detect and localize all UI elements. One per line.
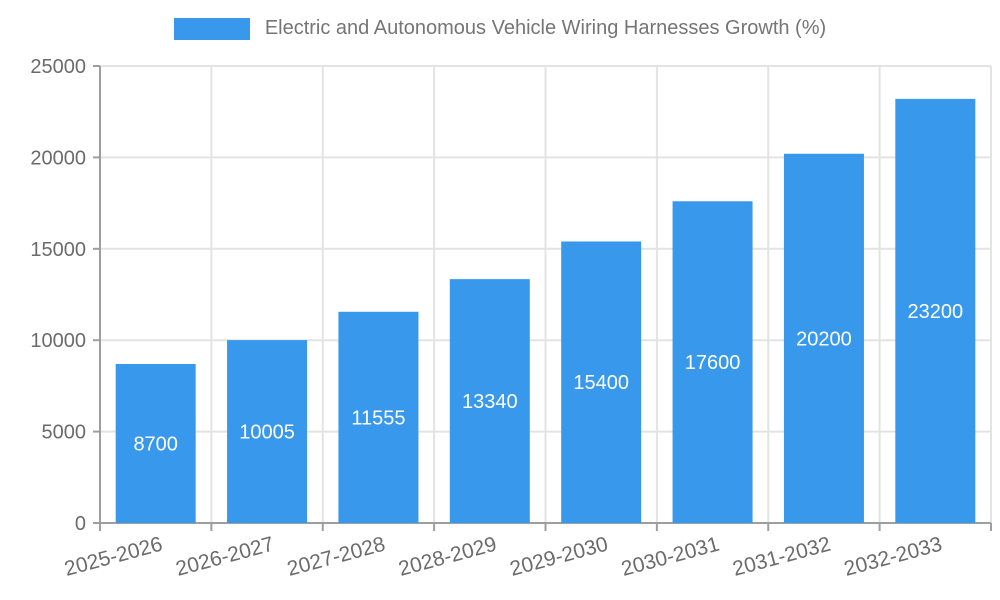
x-tick-label: 2029-2030 <box>508 533 611 581</box>
bar-value-label: 20200 <box>796 328 852 350</box>
x-tick-label: 2027-2028 <box>285 533 388 581</box>
legend-label: Electric and Autonomous Vehicle Wiring H… <box>264 17 827 39</box>
y-tick-label: 20000 <box>30 147 86 169</box>
y-tick-label: 5000 <box>42 422 87 444</box>
x-tick-label: 2031-2032 <box>730 533 833 581</box>
bar-value-label: 8700 <box>133 433 178 455</box>
x-tick-label: 2028-2029 <box>396 533 499 581</box>
y-tick-label: 10000 <box>30 330 86 352</box>
bar-2025-2026 <box>115 363 196 523</box>
bar-value-label: 13340 <box>462 391 518 413</box>
bar-2030-2031 <box>672 201 753 523</box>
bar-2027-2028 <box>338 311 419 523</box>
x-tick-label: 2025-2026 <box>62 533 165 581</box>
bar-2029-2030 <box>561 241 642 523</box>
bar-value-label: 17600 <box>685 352 741 374</box>
bar-value-label: 23200 <box>908 301 964 323</box>
y-tick-label: 25000 <box>30 56 86 78</box>
y-tick-label: 0 <box>75 513 86 535</box>
bar-value-label: 15400 <box>573 372 629 394</box>
bar-value-label: 11555 <box>351 407 405 429</box>
y-tick-label: 15000 <box>30 239 86 261</box>
x-tick-label: 2032-2033 <box>842 533 945 581</box>
bar-value-label: 10005 <box>239 422 295 444</box>
bar-2026-2027 <box>227 340 308 523</box>
bar-2031-2032 <box>783 153 864 523</box>
chart-legend: Electric and Autonomous Vehicle Wiring H… <box>0 17 1000 40</box>
x-tick-label: 2030-2031 <box>619 533 722 581</box>
bar-2032-2033 <box>895 98 976 524</box>
x-tick-label: 2026-2027 <box>173 533 276 581</box>
legend-swatch <box>173 17 250 40</box>
bar-2028-2029 <box>449 279 530 523</box>
